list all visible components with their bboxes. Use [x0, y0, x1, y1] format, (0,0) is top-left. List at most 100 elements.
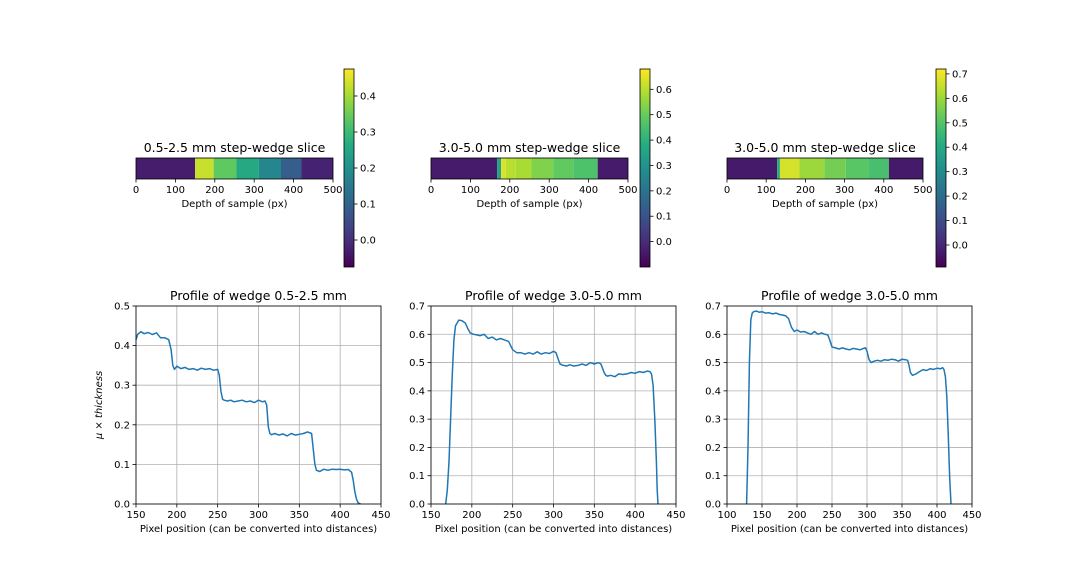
heatmap-segment — [505, 158, 516, 179]
heatmap-segment — [777, 158, 780, 179]
x-tick-label: 300 — [540, 185, 559, 196]
x-tick-label: 200 — [462, 510, 481, 521]
x-tick-label: 350 — [585, 510, 604, 521]
plot-frame — [726, 305, 973, 505]
x-tick-label: 150 — [126, 510, 145, 521]
colorbar-tick-label: 0.4 — [952, 143, 968, 154]
x-tick-label: 400 — [927, 510, 946, 521]
x-tick-label: 300 — [249, 510, 268, 521]
heatmap-segment — [501, 158, 506, 179]
colorbar-tick-label: 0.3 — [656, 161, 672, 172]
heatmap-panel-2: 3.0-5.0 mm step-wedge slice 0 100 200 300 400… — [428, 68, 672, 268]
heatmap-segment — [431, 158, 498, 179]
x-tick-label: 300 — [857, 510, 876, 521]
heatmap-segment — [597, 158, 628, 179]
x-tick-label: 200 — [787, 510, 806, 521]
x-tick-label: 0 — [724, 185, 730, 196]
x-tick-label: 500 — [913, 185, 932, 196]
x-tick-label: 100 — [166, 185, 185, 196]
plot-title: Profile of wedge 0.5-2.5 mm — [170, 288, 347, 303]
x-tick-label: 200 — [796, 185, 815, 196]
colorbar — [936, 69, 946, 267]
colorbar-tick-label: 0.0 — [360, 236, 376, 247]
heatmap-segment — [497, 158, 502, 179]
x-tick-label: 150 — [752, 510, 771, 521]
heatmap-panel-1: 0.5-2.5 mm step-wedge slice 0 100 200 300 400… — [133, 68, 376, 268]
heatmap-segment — [573, 158, 598, 179]
y-tick-label: 0.1 — [114, 460, 130, 471]
x-tick-label: 250 — [503, 510, 522, 521]
line-panel-2: Profile of wedge 3.0-5.0 mm 150 200 250 300 3… — [409, 288, 685, 535]
x-tick-label: 450 — [962, 510, 981, 521]
colorbar-tick-label: 0.2 — [360, 164, 376, 175]
heatmap-frame — [726, 157, 924, 180]
y-tick-label: 0.5 — [705, 358, 721, 369]
line-panel-3: Profile of wedge 3.0-5.0 mm 100 150 200 250 3… — [705, 288, 981, 535]
x-tick-label: 400 — [331, 510, 350, 521]
y-tick-label: 0.7 — [409, 302, 425, 313]
heatmap-title: 0.5-2.5 mm step-wedge slice — [144, 140, 326, 155]
heatmap-segment — [799, 158, 825, 179]
x-tick-label: 500 — [618, 185, 637, 196]
x-axis-label: Depth of sample (px) — [772, 199, 878, 210]
heatmap-segment — [824, 158, 846, 179]
heatmap-frame — [135, 157, 334, 180]
colorbar — [344, 69, 354, 267]
heatmap-segment — [301, 158, 333, 179]
heatmap-segment — [236, 158, 259, 179]
heatmap-segment — [845, 158, 869, 179]
y-tick-label: 0.1 — [409, 471, 425, 482]
colorbar-tick-label: 0.0 — [656, 237, 672, 248]
colorbar-tick-label: 0.3 — [952, 167, 968, 178]
plot-title: Profile of wedge 3.0-5.0 mm — [465, 288, 642, 303]
colorbar-tick-label: 0.4 — [360, 92, 376, 103]
heatmap-segment — [136, 158, 196, 179]
colorbar-tick-label: 0.3 — [360, 128, 376, 139]
heatmap-segment — [531, 158, 554, 179]
colorbar-tick-label: 0.1 — [656, 212, 672, 223]
x-tick-label: 400 — [626, 510, 645, 521]
heatmap-segment — [213, 158, 237, 179]
x-tick-label: 400 — [579, 185, 598, 196]
x-axis-label: Pixel position (can be converted into di… — [731, 524, 968, 535]
x-tick-label: 150 — [421, 510, 440, 521]
y-tick-label: 0.4 — [409, 386, 425, 397]
x-tick-label: 300 — [835, 185, 854, 196]
colorbar-tick-label: 0.5 — [952, 118, 968, 129]
heatmap-title: 3.0-5.0 mm step-wedge slice — [734, 140, 916, 155]
colorbar-tick-label: 0.1 — [952, 216, 968, 227]
profile-line — [135, 330, 361, 505]
heatmap-segment — [195, 158, 214, 179]
y-tick-label: 0.2 — [114, 420, 130, 431]
y-tick-label: 0.2 — [409, 443, 425, 454]
colorbar-frame — [639, 68, 651, 268]
y-tick-label: 0.3 — [114, 381, 130, 392]
colorbar-tick-label: 0.4 — [656, 136, 672, 147]
x-tick-label: 300 — [544, 510, 563, 521]
y-tick-label: 0.5 — [409, 358, 425, 369]
heatmap-title: 3.0-5.0 mm step-wedge slice — [439, 140, 621, 155]
y-tick-label: 0.6 — [409, 330, 425, 341]
heatmap-segment — [280, 158, 302, 179]
colorbar-tick-label: 0.0 — [952, 241, 968, 252]
y-tick-label: 0.7 — [705, 302, 721, 313]
x-tick-label: 100 — [757, 185, 776, 196]
heatmap-segment — [779, 158, 800, 179]
x-tick-label: 0 — [133, 185, 139, 196]
x-tick-label: 250 — [208, 510, 227, 521]
x-axis-label: Depth of sample (px) — [476, 199, 582, 210]
heatmap-segment — [888, 158, 923, 179]
profile-line — [745, 310, 952, 505]
colorbar — [640, 69, 650, 267]
x-tick-label: 200 — [167, 510, 186, 521]
colorbar-frame — [935, 68, 947, 268]
colorbar-tick-label: 0.5 — [656, 110, 672, 121]
plot-title: Profile of wedge 3.0-5.0 mm — [761, 288, 938, 303]
x-tick-label: 450 — [371, 510, 390, 521]
y-tick-label: 0.0 — [705, 500, 721, 511]
x-tick-label: 100 — [717, 510, 736, 521]
y-tick-label: 0.3 — [409, 415, 425, 426]
y-tick-label: 0.6 — [705, 330, 721, 341]
x-axis-label: Depth of sample (px) — [181, 199, 287, 210]
